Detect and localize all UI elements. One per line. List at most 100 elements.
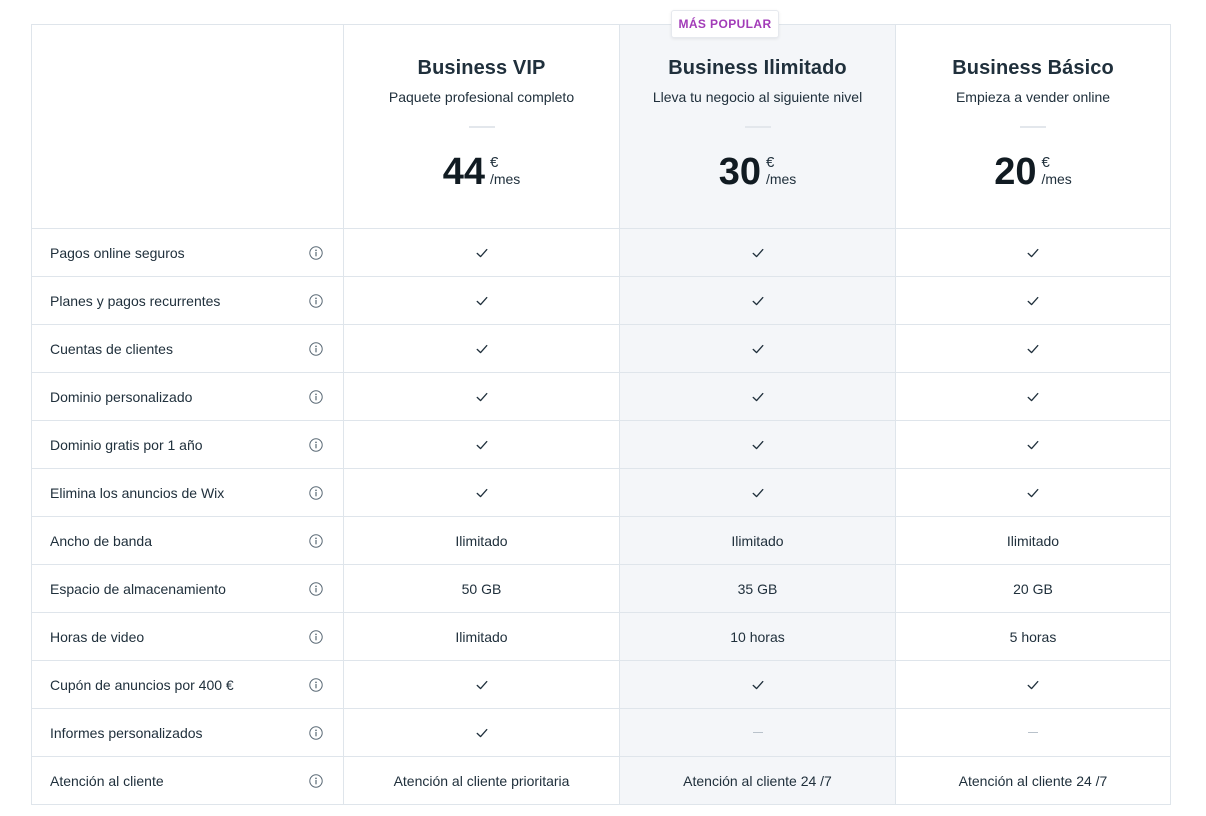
feature-row: Cupón de anuncios por 400 € <box>32 661 1170 709</box>
price-period: /mes <box>765 171 797 187</box>
feature-value-cell: Atención al cliente 24 /7 <box>619 757 895 804</box>
feature-value-cell: Atención al cliente prioritaria <box>343 757 619 804</box>
plan-header-business-ilimitado: Business Ilimitado Lleva tu negocio al s… <box>619 25 895 228</box>
feature-label: Cupón de anuncios por 400 € <box>50 676 234 693</box>
feature-value: 35 GB <box>737 580 778 597</box>
plan-divider <box>1020 126 1046 128</box>
info-icon[interactable] <box>309 293 323 308</box>
feature-value: 5 horas <box>1009 628 1057 645</box>
price-amount: 30 <box>718 151 761 193</box>
info-icon[interactable] <box>309 437 323 452</box>
info-icon[interactable] <box>309 341 323 356</box>
plan-header-business-basico: Business Básico Empieza a vender online … <box>895 25 1170 228</box>
checkmark-icon <box>1026 486 1040 500</box>
feature-value-cell: Ilimitado <box>619 517 895 564</box>
feature-value-cell: Ilimitado <box>343 517 619 564</box>
feature-value: Atención al cliente 24 /7 <box>683 772 832 789</box>
plans-header-row: Business VIP Paquete profesional complet… <box>32 25 1170 229</box>
feature-row: Horas de video Ilimitado 10 horas 5 horas <box>32 613 1170 661</box>
feature-value: Atención al cliente prioritaria <box>393 772 570 789</box>
checkmark-icon <box>475 726 489 740</box>
feature-row: Dominio personalizado <box>32 373 1170 421</box>
feature-value-cell <box>895 709 1170 756</box>
feature-rows: Pagos online seguros Planes y pagos recur… <box>32 229 1170 804</box>
feature-value-cell <box>343 277 619 324</box>
feature-row: Atención al cliente Atención al cliente p… <box>32 757 1170 804</box>
feature-value-cell <box>619 709 895 756</box>
feature-value-cell: Ilimitado <box>895 517 1170 564</box>
feature-value-cell <box>895 469 1170 516</box>
feature-label-cell: Cuentas de clientes <box>32 325 343 372</box>
feature-value-cell: 35 GB <box>619 565 895 612</box>
feature-label: Pagos online seguros <box>50 244 185 261</box>
feature-value-cell <box>895 277 1170 324</box>
plan-divider <box>744 126 771 128</box>
price-currency: € <box>489 154 499 171</box>
checkmark-icon <box>751 486 765 500</box>
info-icon[interactable] <box>309 245 323 260</box>
feature-label-cell: Planes y pagos recurrentes <box>32 277 343 324</box>
info-icon[interactable] <box>309 389 323 404</box>
feature-value: Atención al cliente 24 /7 <box>958 772 1108 789</box>
feature-label: Horas de video <box>50 628 145 645</box>
feature-value-cell: 20 GB <box>895 565 1170 612</box>
plan-description: Lleva tu negocio al siguiente nivel <box>652 89 863 105</box>
dash-icon <box>1028 732 1038 733</box>
feature-value: 50 GB <box>461 580 502 597</box>
info-icon[interactable] <box>309 485 323 500</box>
feature-value-cell <box>343 373 619 420</box>
feature-value: 10 horas <box>730 628 785 645</box>
feature-value-cell <box>343 325 619 372</box>
plan-divider <box>468 126 495 128</box>
most-popular-badge: MÁS POPULAR <box>671 10 779 38</box>
feature-label-cell: Cupón de anuncios por 400 € <box>32 661 343 708</box>
feature-value: Ilimitado <box>455 628 508 645</box>
feature-value: Ilimitado <box>731 532 784 549</box>
info-icon[interactable] <box>309 725 323 740</box>
feature-value-cell <box>619 661 895 708</box>
feature-row: Informes personalizados <box>32 709 1170 757</box>
plan-name: Business VIP <box>417 57 546 79</box>
feature-row: Ancho de banda Ilimitado Ilimitado Ilimitad… <box>32 517 1170 565</box>
info-icon[interactable] <box>309 581 323 596</box>
feature-value-cell <box>895 325 1170 372</box>
checkmark-icon <box>751 246 765 260</box>
feature-row: Dominio gratis por 1 año <box>32 421 1170 469</box>
feature-value-cell: Ilimitado <box>343 613 619 660</box>
feature-label-cell: Informes personalizados <box>32 709 343 756</box>
price-amount: 44 <box>442 151 485 193</box>
feature-value-cell <box>895 373 1170 420</box>
feature-label-cell: Pagos online seguros <box>32 229 343 276</box>
feature-row: Espacio de almacenamiento 50 GB 35 GB 20 GB <box>32 565 1170 613</box>
feature-value: Ilimitado <box>455 532 508 549</box>
feature-label-cell: Horas de video <box>32 613 343 660</box>
feature-value-cell <box>619 421 895 468</box>
dash-icon <box>752 732 763 733</box>
info-icon[interactable] <box>309 677 323 692</box>
checkmark-icon <box>1026 390 1040 404</box>
price-currency: € <box>765 154 775 171</box>
feature-value-cell <box>619 229 895 276</box>
price-amount: 20 <box>994 151 1037 193</box>
feature-value-cell <box>343 421 619 468</box>
price-currency: € <box>1041 154 1050 171</box>
plan-price: 30 € /mes <box>719 151 797 193</box>
feature-label-cell: Atención al cliente <box>32 757 343 804</box>
feature-label: Dominio gratis por 1 año <box>50 436 203 453</box>
feature-value-cell <box>619 469 895 516</box>
info-icon[interactable] <box>309 629 323 644</box>
feature-row: Elimina los anuncios de Wix <box>32 469 1170 517</box>
feature-label-cell: Espacio de almacenamiento <box>32 565 343 612</box>
feature-label-cell: Dominio personalizado <box>32 373 343 420</box>
feature-value-cell <box>343 469 619 516</box>
checkmark-icon <box>751 390 765 404</box>
info-icon[interactable] <box>309 773 323 788</box>
feature-value-cell <box>343 661 619 708</box>
checkmark-icon <box>1026 342 1040 356</box>
feature-label: Cuentas de clientes <box>50 340 173 357</box>
checkmark-icon <box>475 342 489 356</box>
checkmark-icon <box>1026 294 1040 308</box>
feature-value-cell: 10 horas <box>619 613 895 660</box>
feature-label: Planes y pagos recurrentes <box>50 292 221 309</box>
info-icon[interactable] <box>309 533 323 548</box>
